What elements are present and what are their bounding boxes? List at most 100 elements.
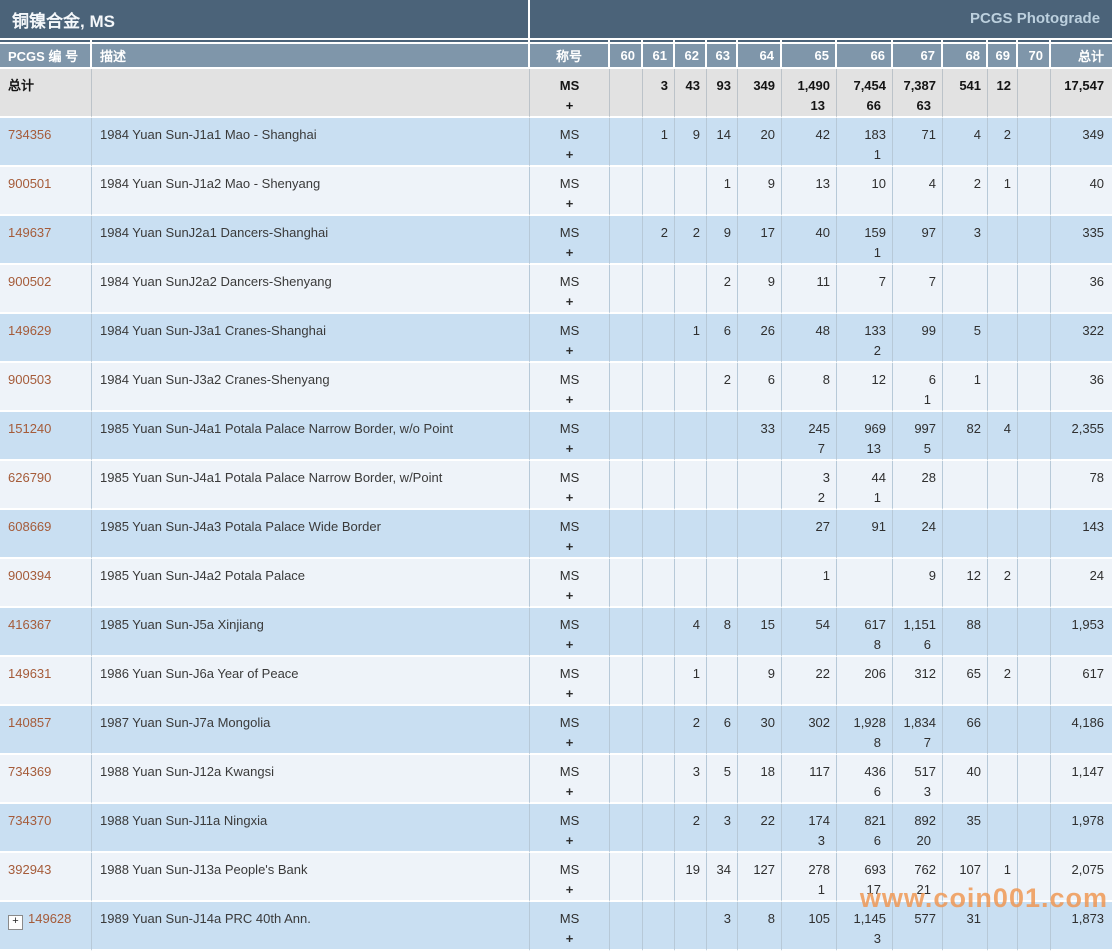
- pcgs-number-link[interactable]: 900501: [8, 176, 52, 191]
- designation-plus-label: +: [565, 245, 574, 260]
- grade-cell: 17: [738, 216, 783, 265]
- grade-cell: 22: [782, 657, 838, 706]
- pcgs-number-cell: 149637: [0, 216, 92, 265]
- designation-ms-label: MS: [559, 715, 580, 730]
- grade-count: [988, 272, 1011, 292]
- grade-count: [610, 517, 636, 537]
- pcgs-number-link[interactable]: 608669: [8, 519, 52, 534]
- grade-count: 99: [921, 323, 937, 338]
- grade-cell: 2: [675, 216, 708, 265]
- row-total: 2,075: [1051, 853, 1112, 902]
- grade-count: [675, 419, 700, 439]
- grade-cell: [1018, 265, 1052, 314]
- grade-cell: [643, 461, 676, 510]
- pcgs-number-link[interactable]: 734369: [8, 764, 52, 779]
- pcgs-number-link[interactable]: 734370: [8, 813, 52, 828]
- grade-cell: [1018, 314, 1052, 363]
- grade-cell: [675, 510, 708, 559]
- grade-plus-count: 63: [916, 98, 932, 113]
- grade-cell: [643, 853, 676, 902]
- grade-cell: 127: [738, 853, 783, 902]
- grade-cell: 19: [675, 853, 708, 902]
- grade-plus-count: 6: [873, 833, 882, 848]
- grade-count: 43: [685, 78, 701, 93]
- grade-cell: 24: [893, 510, 944, 559]
- column-header-description: 描述: [92, 44, 531, 69]
- grade-count: [943, 517, 981, 537]
- pcgs-number-link[interactable]: 149628: [28, 911, 72, 926]
- row-total: 349: [1051, 118, 1112, 167]
- grade-cell: 997 5: [893, 412, 944, 461]
- pcgs-number-cell: 900502: [0, 265, 92, 314]
- grade-cell: [675, 559, 708, 608]
- grade-cell: 42: [782, 118, 838, 167]
- grade-cell: 2: [707, 363, 739, 412]
- grade-cell: [643, 265, 676, 314]
- grade-count: 17: [760, 225, 776, 240]
- grade-count: 65: [966, 666, 982, 681]
- grade-count: 1: [723, 176, 732, 191]
- grade-cell: 20: [738, 118, 783, 167]
- pcgs-number-link[interactable]: 392943: [8, 862, 52, 877]
- grade-cell: 22: [738, 804, 783, 853]
- designation-cell: MS +: [530, 853, 611, 902]
- pcgs-number-link[interactable]: 900502: [8, 274, 52, 289]
- grade-cell: 14: [707, 118, 739, 167]
- grade-cell: [643, 608, 676, 657]
- grade-count: 93: [716, 78, 732, 93]
- photograde-link[interactable]: PCGS Photograde: [970, 10, 1101, 27]
- grade-count: 7,387: [903, 78, 937, 93]
- coin-description: 1988 Yuan Sun-J13a People's Bank: [92, 853, 531, 902]
- grade-count: [988, 713, 1011, 733]
- grade-count: 6: [723, 323, 732, 338]
- row-total: 335: [1051, 216, 1112, 265]
- column-header-grade-67: 67: [893, 44, 944, 69]
- pcgs-number-link[interactable]: 151240: [8, 421, 52, 436]
- grade-cell: [738, 510, 783, 559]
- pcgs-number-link[interactable]: 734356: [8, 127, 52, 142]
- column-header-grade-61: 61: [643, 44, 676, 69]
- grade-plus-count: 1: [817, 882, 826, 897]
- pcgs-number-link[interactable]: 900503: [8, 372, 52, 387]
- grade-cell: [988, 804, 1019, 853]
- grade-cell: [988, 461, 1019, 510]
- grade-cell: 517 3: [893, 755, 944, 804]
- spacer-cell: [0, 40, 92, 44]
- pcgs-number-link[interactable]: 416367: [8, 617, 52, 632]
- pcgs-number-link[interactable]: 149629: [8, 323, 52, 338]
- pcgs-number-link[interactable]: 149637: [8, 225, 52, 240]
- grade-count: [1018, 517, 1044, 537]
- pcgs-number-link[interactable]: 140857: [8, 715, 52, 730]
- grade-cell: [675, 363, 708, 412]
- designation-cell: MS +: [530, 755, 611, 804]
- grade-cell: 1,151 6: [893, 608, 944, 657]
- designation-ms-label: MS: [559, 470, 580, 485]
- grade-count: [1018, 174, 1044, 194]
- grade-cell: 82: [943, 412, 989, 461]
- grade-count: [643, 468, 668, 488]
- grade-count: 97: [921, 225, 937, 240]
- table-row: 392943 1988 Yuan Sun-J13a People's Bank MS…: [0, 853, 1112, 902]
- designation-ms-label: MS: [559, 372, 580, 387]
- pcgs-number-link[interactable]: 149631: [8, 666, 52, 681]
- grade-count: [643, 860, 668, 880]
- grade-cell: [610, 657, 644, 706]
- grade-cell: 2: [675, 706, 708, 755]
- designation-ms-label: MS: [559, 862, 580, 877]
- grade-cell: [988, 755, 1019, 804]
- grade-plus-count: 1: [923, 392, 932, 407]
- expand-icon[interactable]: +: [8, 915, 23, 930]
- designation-cell: MS +: [530, 118, 611, 167]
- row-total: 78: [1051, 461, 1112, 510]
- grade-cell: [610, 412, 644, 461]
- spacer-cell: [988, 40, 1019, 44]
- grade-count: 11: [816, 274, 831, 289]
- spacer-cell: [643, 40, 676, 44]
- grade-count: [1018, 566, 1044, 586]
- pcgs-number-link[interactable]: 900394: [8, 568, 52, 583]
- grade-cell: [943, 461, 989, 510]
- grade-count: 9: [767, 666, 776, 681]
- grade-cell: 3: [643, 69, 676, 118]
- pcgs-number-link[interactable]: 626790: [8, 470, 52, 485]
- grade-count: 2: [692, 225, 701, 240]
